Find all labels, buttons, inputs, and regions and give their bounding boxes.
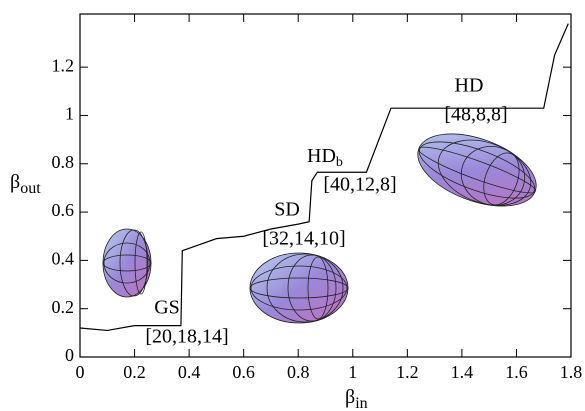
annotation: HD xyxy=(455,75,484,97)
x-tick-label: 0 xyxy=(76,362,85,382)
annotation-sub: b xyxy=(336,155,343,170)
x-tick-label: 0.6 xyxy=(232,362,255,382)
x-tick-label: 1.6 xyxy=(505,362,528,382)
x-tick-label: 0.4 xyxy=(178,362,201,382)
y-axis-label: βout xyxy=(10,171,41,197)
y-tick-label: 1 xyxy=(65,104,74,124)
y-tick-label: 1.2 xyxy=(52,55,75,75)
y-tick-label: 0.8 xyxy=(52,152,75,172)
x-tick-label: 0.2 xyxy=(123,362,146,382)
annotation-config: [20,18,14] xyxy=(145,326,228,348)
annotation: SD xyxy=(274,199,300,221)
ellipsoid xyxy=(249,252,349,324)
annotation-config: [48,8,8] xyxy=(444,104,507,126)
y-tick-label: 0.6 xyxy=(52,200,75,220)
data-line xyxy=(79,23,569,332)
ellipsoid xyxy=(102,228,152,298)
annotation: HDb xyxy=(307,145,343,171)
x-label-text: β xyxy=(345,386,355,408)
annotation-text: HD xyxy=(307,145,336,167)
y-label-text: β xyxy=(10,171,20,193)
y-label-sub: out xyxy=(20,180,41,197)
x-tick-label: 1.4 xyxy=(451,362,474,382)
annotation-config: [32,14,10] xyxy=(262,228,345,250)
x-tick-label: 1.8 xyxy=(560,362,583,382)
x-tick-label: 0.8 xyxy=(287,362,310,382)
y-tick-label: 0.2 xyxy=(52,297,75,317)
x-tick-label: 1.2 xyxy=(396,362,419,382)
annotation: GS xyxy=(154,297,180,319)
x-axis-label: βin xyxy=(345,386,368,411)
y-tick-label: 0.4 xyxy=(52,249,75,269)
annotation-config: [40,12,8] xyxy=(323,174,396,196)
x-label-sub: in xyxy=(355,395,367,411)
plot-frame xyxy=(79,13,572,358)
ellipsoid xyxy=(417,133,537,207)
x-tick-label: 1 xyxy=(348,362,357,382)
y-tick-label: 0 xyxy=(65,345,74,365)
